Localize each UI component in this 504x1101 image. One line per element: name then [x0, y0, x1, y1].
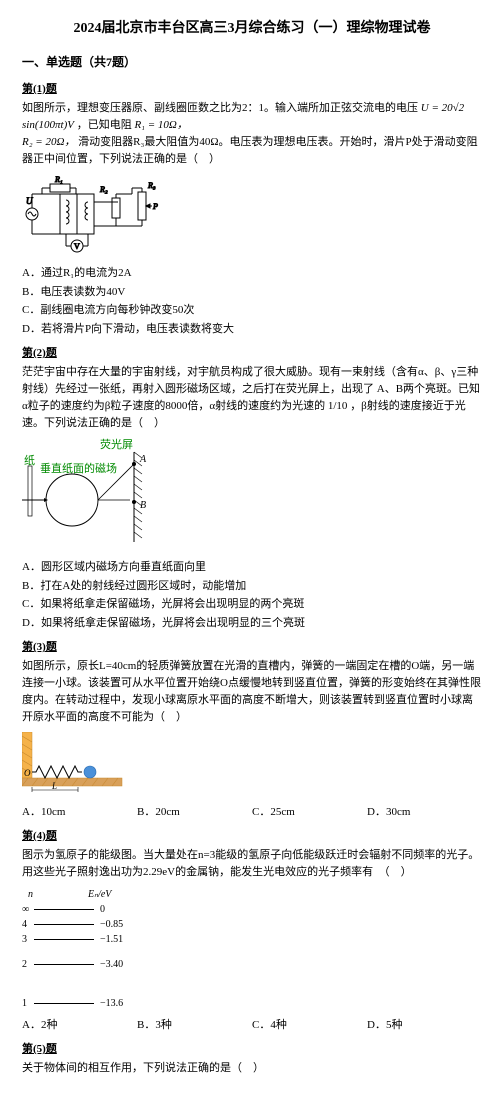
q1-optD: D．若将滑片P向下滑动，电压表读数将变大 [22, 321, 482, 338]
q1-label: 第(1)题 [22, 81, 482, 98]
q3-label: 第(3)题 [22, 639, 482, 656]
q1-options: A．通过R₁的电流为2A B．电压表读数为40V C．副线圈电流方向每秒钟改变5… [22, 265, 482, 337]
svg-text:R₃: R₃ [147, 181, 156, 190]
q1-text-mid1: ，已知电阻 [77, 119, 132, 131]
q3-optA: A．10cm [22, 804, 137, 821]
q1-optB: B．电压表读数为40V [22, 284, 482, 301]
q4-ninf: ∞ [22, 902, 34, 917]
q1-text-pre: 如图所示，理想变压器原、副线圈匝数之比为2：1。输入端所加正弦交流电的电压 [22, 102, 418, 114]
q1-optC: C．副线圈电流方向每秒钟改变50次 [22, 302, 482, 319]
q4-n2: 2 [22, 957, 34, 972]
q5-text: 关于物体间的相互作用，下列说法正确的是（ ） [22, 1060, 482, 1077]
q2-screen-label: 荧光屏 [100, 438, 133, 451]
q2-optA: A．圆形区域内磁场方向垂直纸面向里 [22, 559, 482, 576]
q1-r1: R₁ = 10Ω， [134, 119, 187, 131]
q2-options: A．圆形区域内磁场方向垂直纸面向里 B．打在A处的射线经过圆形区域时，动能增加 … [22, 559, 482, 631]
q1-text-mid2: 滑动变阻器R₃最大阻值为40Ω。电压表为理想电压表。开始时，滑片P处于滑动变阻器… [22, 136, 478, 165]
q2-field-label: 垂直纸面的磁场 [40, 461, 117, 475]
q1-figure: U R₁ V R₂ R₃ P [22, 174, 482, 260]
q2-optB: B．打在A处的射线经过圆形区域时，动能增加 [22, 578, 482, 595]
q3-optB: B．20cm [137, 804, 252, 821]
q4-figure: n Eₙ/eV ∞ 0 4 −0.85 3 −1.51 2 −3.40 1 −1… [22, 887, 482, 1011]
q4-optD: D．5种 [367, 1017, 482, 1034]
q2-frac: 1/10 [328, 400, 348, 412]
q4-n4: 4 [22, 917, 34, 932]
q4-e4: −0.85 [100, 917, 123, 932]
q2-paper-label: 纸 [24, 454, 35, 467]
q4-e3: −1.51 [100, 932, 123, 947]
q4-e2: −3.40 [100, 957, 123, 972]
q2-label: 第(2)题 [22, 345, 482, 362]
q4-optA: A．2种 [22, 1017, 137, 1034]
svg-text:L: L [51, 781, 57, 791]
q3-optD: D．30cm [367, 804, 482, 821]
q4-e1: −13.6 [100, 996, 123, 1011]
q3-options: A．10cm B．20cm C．25cm D．30cm [22, 804, 482, 821]
q4-evlabel: Eₙ/eV [88, 889, 111, 900]
section-header: 一、单选题（共7题） [22, 53, 482, 71]
q3-optC: C．25cm [252, 804, 367, 821]
svg-text:A: A [139, 454, 147, 465]
svg-text:R₂: R₂ [99, 185, 108, 194]
q4-n1: 1 [22, 996, 34, 1011]
svg-text:O: O [24, 768, 31, 778]
q2-optC: C．如果将纸拿走保留磁场，光屏将会出现明显的两个亮斑 [22, 596, 482, 613]
q2-figure: 荧光屏 纸 垂直纸面的磁场 A B [22, 438, 482, 554]
q4-options: A．2种 B．3种 C．4种 D．5种 [22, 1017, 482, 1034]
q4-label: 第(4)题 [22, 828, 482, 845]
q3-text: 如图所示，原长L=40cm的轻质弹簧放置在光滑的直槽内，弹簧的一端固定在槽的O端… [22, 658, 482, 726]
svg-text:R₁: R₁ [54, 175, 63, 184]
svg-text:V: V [74, 242, 80, 251]
q4-optB: B．3种 [137, 1017, 252, 1034]
q2-text: 茫茫宇宙中存在大量的宇宙射线，对宇航员构成了很大威胁。现有一束射线（含有α、β、… [22, 364, 482, 432]
q5-label: 第(5)题 [22, 1041, 482, 1058]
q1-r2: R₂ = 20Ω， [22, 136, 75, 148]
q3-figure: O L [22, 732, 482, 798]
q4-header: n Eₙ/eV [28, 887, 482, 902]
svg-text:P: P [152, 202, 158, 211]
q4-optC: C．4种 [252, 1017, 367, 1034]
q1-optA: A．通过R₁的电流为2A [22, 265, 482, 282]
q4-text: 图示为氢原子的能级图。当大量处在n=3能级的氢原子向低能级跃迁时会辐射不同频率的… [22, 847, 482, 881]
q4-n: n [28, 889, 33, 900]
page-title: 2024届北京市丰台区高三3月综合练习（一）理综物理试卷 [22, 18, 482, 39]
svg-text:B: B [140, 500, 146, 511]
q4-n3: 3 [22, 932, 34, 947]
q4-e0: 0 [100, 902, 105, 917]
q1-text: 如图所示，理想变压器原、副线圈匝数之比为2：1。输入端所加正弦交流电的电压 U … [22, 100, 482, 168]
q2-optD: D．如果将纸拿走保留磁场，光屏将会出现明显的三个亮斑 [22, 615, 482, 632]
